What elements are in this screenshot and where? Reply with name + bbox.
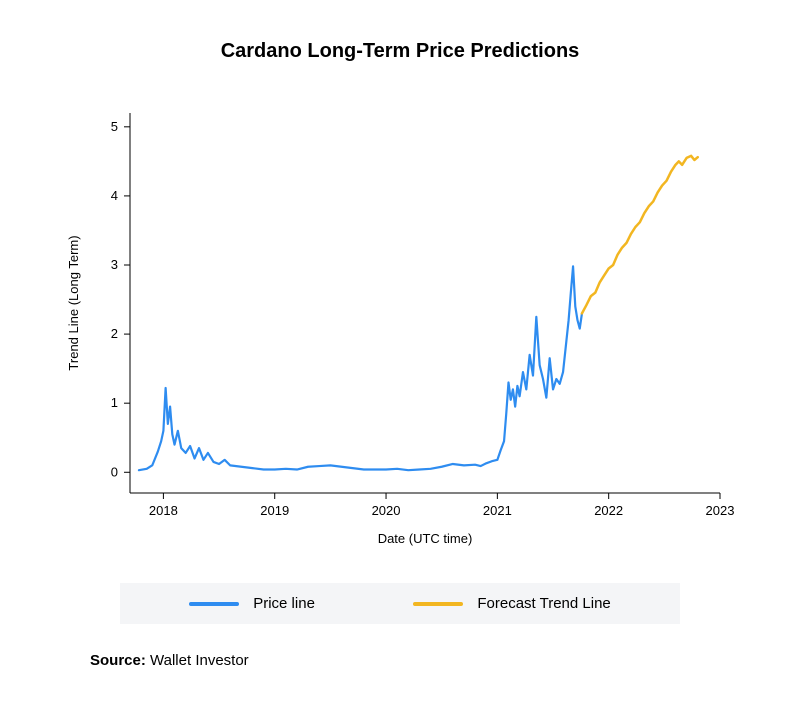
series-price_line bbox=[139, 266, 582, 470]
source-prefix: Source: bbox=[90, 652, 146, 669]
svg-text:2019: 2019 bbox=[260, 503, 289, 518]
legend-label-forecast: Forecast Trend Line bbox=[477, 595, 610, 612]
legend-swatch-price bbox=[189, 602, 239, 606]
chart-plot-area: 0 1 2 3 4 5 2018 2019 2020 2021 2022 2023 Date (UTC … bbox=[60, 93, 740, 553]
svg-text:2022: 2022 bbox=[594, 503, 623, 518]
svg-text:Date (UTC time): Date (UTC time) bbox=[378, 531, 473, 546]
svg-text:5: 5 bbox=[111, 119, 118, 134]
svg-text:Trend Line (Long Term): Trend Line (Long Term) bbox=[66, 235, 81, 370]
svg-text:2: 2 bbox=[111, 326, 118, 341]
svg-text:0: 0 bbox=[111, 464, 118, 479]
svg-text:4: 4 bbox=[111, 188, 118, 203]
legend-item-price: Price line bbox=[189, 595, 315, 612]
source-line: Source: Wallet Investor bbox=[90, 652, 750, 669]
svg-text:2021: 2021 bbox=[483, 503, 512, 518]
svg-text:1: 1 bbox=[111, 395, 118, 410]
svg-text:3: 3 bbox=[111, 257, 118, 272]
svg-text:2020: 2020 bbox=[372, 503, 401, 518]
chart-title: Cardano Long-Term Price Predictions bbox=[50, 40, 750, 63]
legend-label-price: Price line bbox=[253, 595, 315, 612]
source-name: Wallet Investor bbox=[150, 652, 249, 669]
legend-item-forecast: Forecast Trend Line bbox=[413, 595, 610, 612]
svg-text:2018: 2018 bbox=[149, 503, 178, 518]
legend-swatch-forecast bbox=[413, 602, 463, 606]
legend: Price line Forecast Trend Line bbox=[120, 583, 680, 624]
chart-container: Cardano Long-Term Price Predictions 0 1 2 3… bbox=[0, 0, 800, 726]
series-forecast_line bbox=[582, 156, 698, 314]
chart-svg: 0 1 2 3 4 5 2018 2019 2020 2021 2022 2023 Date (UTC … bbox=[60, 93, 740, 553]
svg-text:2023: 2023 bbox=[706, 503, 735, 518]
